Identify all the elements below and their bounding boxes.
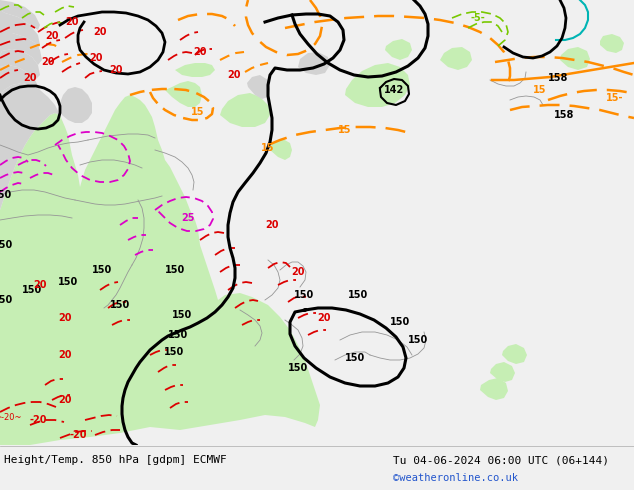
Text: 150: 150 xyxy=(22,285,42,295)
Text: 20: 20 xyxy=(291,267,305,277)
Text: 150: 150 xyxy=(0,190,12,200)
Text: -5-: -5- xyxy=(470,13,486,23)
Text: 150: 150 xyxy=(58,277,78,287)
Polygon shape xyxy=(175,63,215,77)
Text: 20: 20 xyxy=(33,280,47,290)
Polygon shape xyxy=(0,95,320,445)
Polygon shape xyxy=(0,49,40,80)
Text: -20: -20 xyxy=(29,415,47,425)
Text: 20: 20 xyxy=(89,53,103,63)
Text: 25: 25 xyxy=(181,213,195,223)
Text: 20: 20 xyxy=(45,31,59,41)
Text: ©weatheronline.co.uk: ©weatheronline.co.uk xyxy=(393,473,518,483)
Text: 150: 150 xyxy=(110,300,130,310)
Text: 142: 142 xyxy=(384,85,404,95)
Text: Height/Temp. 850 hPa [gdpm] ECMWF: Height/Temp. 850 hPa [gdpm] ECMWF xyxy=(4,455,227,465)
Polygon shape xyxy=(440,47,472,70)
Text: 150: 150 xyxy=(92,265,112,275)
Polygon shape xyxy=(298,52,330,75)
Polygon shape xyxy=(60,87,92,123)
Text: -20: -20 xyxy=(69,430,87,440)
Text: 20: 20 xyxy=(227,70,241,80)
Text: 150: 150 xyxy=(294,290,314,300)
Text: 15: 15 xyxy=(261,143,275,153)
Text: 150: 150 xyxy=(165,265,185,275)
Text: 20: 20 xyxy=(23,73,37,83)
Text: 150: 150 xyxy=(172,310,192,320)
Text: 20: 20 xyxy=(58,313,72,323)
Polygon shape xyxy=(0,10,40,50)
Polygon shape xyxy=(385,39,412,60)
Text: 15: 15 xyxy=(339,125,352,135)
Text: 150: 150 xyxy=(288,363,308,373)
Text: 15: 15 xyxy=(533,85,547,95)
Text: 20: 20 xyxy=(41,57,55,67)
Text: 15-: 15- xyxy=(606,93,624,103)
Polygon shape xyxy=(270,139,292,160)
Text: Tu 04-06-2024 06:00 UTC (06+144): Tu 04-06-2024 06:00 UTC (06+144) xyxy=(393,455,609,465)
Polygon shape xyxy=(220,93,270,127)
Polygon shape xyxy=(0,65,40,97)
Text: 20: 20 xyxy=(58,350,72,360)
Text: 20: 20 xyxy=(93,27,107,37)
Text: 150: 150 xyxy=(390,317,410,327)
Polygon shape xyxy=(0,0,40,30)
Polygon shape xyxy=(137,143,185,297)
Text: 20: 20 xyxy=(317,313,331,323)
Text: 150: 150 xyxy=(348,290,368,300)
Text: 150: 150 xyxy=(0,240,13,250)
Text: 150: 150 xyxy=(345,353,365,363)
Text: ~-20~: ~-20~ xyxy=(0,414,22,422)
Polygon shape xyxy=(490,362,515,382)
Text: 150: 150 xyxy=(164,347,184,357)
Text: 150: 150 xyxy=(168,330,188,340)
Polygon shape xyxy=(247,75,270,99)
Polygon shape xyxy=(480,378,508,400)
Polygon shape xyxy=(345,63,410,107)
Text: 158: 158 xyxy=(548,73,568,83)
Polygon shape xyxy=(0,83,60,210)
Polygon shape xyxy=(502,344,527,364)
Text: 20: 20 xyxy=(65,17,79,27)
Polygon shape xyxy=(0,33,42,65)
Text: 15: 15 xyxy=(191,107,205,117)
Polygon shape xyxy=(165,81,202,107)
Text: 150: 150 xyxy=(0,295,13,305)
Text: 20: 20 xyxy=(109,65,123,75)
Text: 20: 20 xyxy=(193,47,207,57)
Text: 20: 20 xyxy=(265,220,279,230)
Polygon shape xyxy=(560,47,590,70)
Text: 150: 150 xyxy=(408,335,428,345)
Text: 20: 20 xyxy=(58,395,72,405)
Polygon shape xyxy=(600,34,624,53)
Text: 158: 158 xyxy=(554,110,574,120)
